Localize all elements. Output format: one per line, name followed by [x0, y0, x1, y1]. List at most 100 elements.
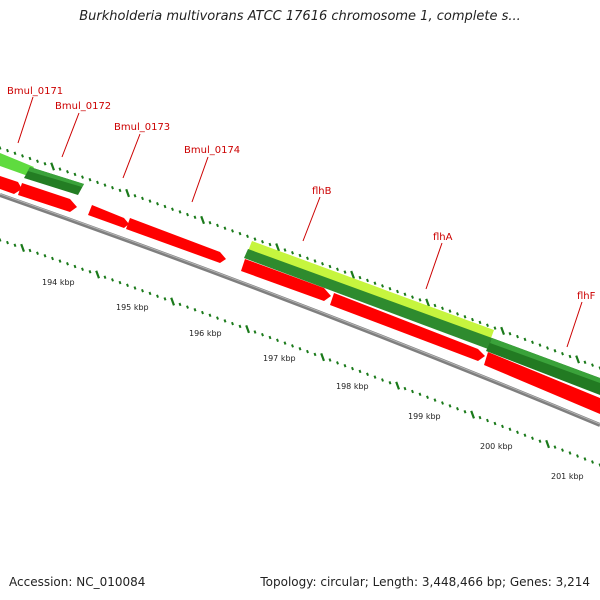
minor-tick	[456, 312, 459, 316]
minor-tick	[88, 270, 92, 274]
minor-tick	[441, 306, 444, 311]
leader-flha	[425, 242, 443, 290]
minor-tick	[253, 237, 257, 241]
gene-label-flhf[interactable]: flhF	[577, 291, 596, 302]
scale-label-201kbp: 201 kbp	[551, 472, 584, 481]
minor-tick	[283, 248, 287, 252]
minor-tick	[216, 316, 219, 320]
minor-tick	[283, 341, 287, 345]
minor-tick	[523, 337, 527, 342]
gene-bmul-0174-forward[interactable]	[126, 218, 226, 263]
gene-flhb-reverse[interactable]	[248, 241, 494, 341]
minor-tick	[411, 295, 414, 299]
scale-label-195kbp: 195 kbp	[116, 303, 149, 312]
minor-tick	[0, 146, 2, 150]
major-tick	[320, 353, 325, 362]
minor-tick	[186, 212, 189, 217]
minor-tick	[156, 294, 159, 298]
minor-tick	[43, 162, 47, 166]
minor-tick	[583, 360, 587, 365]
minor-tick	[418, 298, 422, 302]
major-tick	[575, 355, 580, 364]
major-tick	[425, 298, 430, 307]
leader-bmul-0172	[61, 112, 80, 158]
minor-tick	[486, 323, 489, 327]
minor-tick	[141, 196, 144, 201]
gene-label-bmul-0171[interactable]: Bmul_0171	[7, 86, 63, 97]
minor-tick	[448, 404, 452, 408]
minor-tick	[28, 248, 32, 253]
minor-tick	[163, 297, 167, 301]
minor-tick	[126, 283, 129, 288]
leader-flhf	[566, 301, 583, 348]
minor-tick	[576, 454, 579, 458]
minor-tick	[66, 170, 69, 174]
minor-tick	[598, 366, 600, 370]
gene-label-bmul-0174[interactable]: Bmul_0174	[184, 145, 240, 156]
minor-tick	[171, 207, 174, 211]
leader-bmul-0174	[191, 156, 209, 203]
gene-bmul-0172-reverse-highlight	[28, 167, 84, 187]
gene-label-bmul-0172[interactable]: Bmul_0172	[55, 101, 111, 112]
minor-tick	[111, 278, 114, 282]
minor-tick	[51, 256, 54, 261]
gene-flha-reverse[interactable]	[244, 249, 492, 349]
scale-label-200kbp: 200 kbp	[480, 442, 513, 451]
minor-tick	[36, 159, 39, 163]
minor-tick	[261, 240, 264, 244]
minor-tick	[253, 330, 257, 334]
major-tick	[50, 162, 55, 171]
minor-tick	[396, 289, 399, 294]
minor-tick	[321, 262, 324, 266]
major-tick	[545, 439, 550, 449]
gene-flhf-reverse-highlight	[490, 338, 600, 383]
minor-tick	[208, 220, 212, 225]
outer-tick-ring	[0, 146, 600, 370]
minor-tick	[501, 424, 504, 429]
minor-tick	[201, 310, 204, 315]
minor-tick	[336, 361, 339, 365]
minor-tick	[0, 238, 2, 242]
major-tick	[95, 270, 100, 279]
gene-bmul-0171-reverse[interactable]	[0, 153, 34, 176]
minor-tick	[553, 349, 557, 353]
minor-tick	[178, 302, 182, 307]
minor-tick	[238, 231, 242, 236]
minor-tick	[103, 275, 107, 279]
minor-tick	[291, 344, 294, 348]
minor-tick	[13, 151, 17, 156]
major-tick	[470, 410, 475, 419]
minor-tick	[471, 317, 474, 322]
minor-tick	[433, 303, 437, 308]
minor-tick	[561, 351, 564, 356]
minor-tick	[298, 347, 302, 351]
gene-bmul-0172-forward[interactable]	[18, 183, 77, 212]
minor-tick	[403, 386, 407, 391]
minor-tick	[381, 284, 384, 288]
minor-tick	[238, 324, 242, 329]
gene-flha-forward[interactable]	[330, 293, 485, 361]
minor-tick	[366, 278, 369, 283]
minor-tick	[66, 262, 69, 266]
gene-label-flhb[interactable]: flhB	[312, 186, 332, 197]
minor-tick	[141, 288, 144, 293]
minor-tick	[73, 172, 77, 177]
minor-tick	[178, 210, 182, 214]
gene-label-flha[interactable]: flhA	[433, 232, 453, 243]
minor-tick	[508, 331, 512, 336]
minor-tick	[411, 389, 414, 394]
gene-bmul-0173-forward[interactable]	[88, 205, 129, 228]
minor-tick	[343, 363, 347, 368]
minor-tick	[58, 259, 62, 263]
gene-flhf-reverse[interactable]	[486, 338, 600, 395]
minor-tick	[538, 343, 542, 347]
minor-tick	[531, 436, 534, 440]
gene-label-bmul-0173[interactable]: Bmul_0173	[114, 122, 170, 133]
gene-flhf-forward[interactable]	[484, 352, 600, 414]
gene-flhb-forward[interactable]	[241, 259, 331, 301]
gene-bmul-0171-forward[interactable]	[0, 176, 22, 194]
minor-tick	[328, 358, 332, 362]
minor-tick	[313, 259, 317, 263]
minor-tick	[478, 320, 482, 325]
